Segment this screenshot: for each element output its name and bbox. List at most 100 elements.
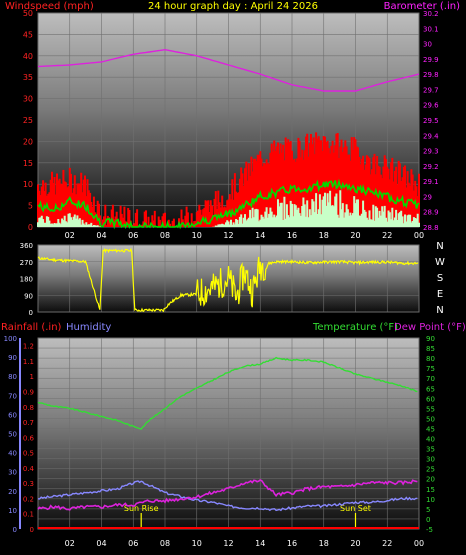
direction-tick-label: 180 (20, 276, 33, 284)
barometer-tick-label: 30.1 (423, 25, 439, 33)
barometer-tick-label: 29.2 (423, 163, 439, 171)
windspeed-axis-title: Windspeed (mph) (5, 1, 94, 12)
wind-tick-label: 20 (23, 137, 33, 146)
chart-marks: Sun Rise Sun Set (37, 48, 420, 529)
wind-x-tick-label: 22 (382, 231, 392, 240)
barometer-tick-label: 29.9 (423, 56, 439, 64)
temp-tick-label: 40 (426, 436, 435, 444)
direction-tick-label: 90 (24, 292, 33, 300)
temp-x-tick-label: 10 (192, 539, 202, 548)
humidity-tick-label: 50 (8, 431, 17, 439)
temp-tick-label: 25 (426, 466, 435, 474)
humidity-tick-label: 90 (8, 354, 17, 362)
barometer-tick-label: 29.6 (423, 102, 439, 110)
temp-tick-label: 85 (426, 345, 435, 353)
barometer-tick-label: 29.7 (423, 86, 439, 94)
compass-tick-label: S (437, 273, 443, 284)
humidity-tick-label: 10 (8, 507, 17, 515)
wind-tick-label: 5 (28, 202, 33, 211)
compass-tick-label: W (435, 257, 445, 268)
wind-x-tick-label: 20 (350, 231, 360, 240)
humidity-tick-label: 70 (8, 392, 17, 400)
temp-tick-label: 55 (426, 405, 435, 413)
temp-x-tick-label: 02 (65, 539, 75, 548)
barometer-tick-label: 30.2 (423, 10, 439, 18)
barometer-tick-label: 29.5 (423, 117, 439, 125)
temp-tick-label: 50 (426, 415, 435, 423)
temp-tick-label: 20 (426, 476, 435, 484)
barometer-tick-label: 28.9 (423, 209, 439, 217)
rain-tick-label: 0.8 (23, 404, 34, 412)
legend-rainfall: Rainfall (.in) (1, 322, 62, 333)
rain-tick-label: 0.9 (23, 388, 34, 396)
wind-x-tick-label: 02 (65, 231, 75, 240)
humidity-tick-label: 100 (4, 335, 17, 343)
wind-x-tick-label: 00 (414, 231, 424, 240)
tick-labels: 0510152025303540455028.828.92929.129.229… (4, 9, 445, 548)
legend-temperature: Temperature (°F) (312, 322, 398, 333)
wind-x-tick-label: 12 (223, 231, 233, 240)
rain-tick-label: 0.5 (23, 450, 34, 458)
page-title: 24 hour graph day : April 24 2026 (148, 1, 318, 12)
temp-x-tick-label: 08 (160, 539, 170, 548)
temp-tick-label: 5 (426, 506, 430, 514)
sun-marker-label: Sun Rise (124, 504, 159, 513)
humidity-tick-label: 80 (8, 373, 17, 381)
temp-x-tick-label: 16 (287, 539, 297, 548)
compass-tick-label: N (436, 305, 443, 316)
temp-tick-label: 15 (426, 486, 435, 494)
rain-tick-label: 0.6 (23, 434, 35, 442)
wind-tick-label: 35 (23, 73, 33, 82)
wind-direction-series (37, 247, 419, 313)
humidity-series (37, 480, 418, 512)
legend-dewpoint: Dew Point (°F) (394, 322, 466, 333)
wind-tick-label: 25 (23, 116, 33, 125)
temp-x-tick-label: 12 (223, 539, 233, 548)
wind-tick-label: 0 (28, 223, 33, 232)
humidity-tick-label: 60 (8, 411, 17, 419)
barometer-series (37, 48, 420, 92)
temp-x-tick-label: 06 (128, 539, 138, 548)
barometer-tick-label: 29.8 (423, 71, 439, 79)
wind-min-series (37, 190, 420, 227)
temp-tick-label: 65 (426, 385, 435, 393)
dewpoint-series (37, 479, 418, 511)
wind-tick-label: 30 (23, 95, 33, 104)
barometer-tick-label: 29.3 (423, 148, 439, 156)
direction-tick-label: 0 (29, 309, 33, 317)
temp-x-tick-label: 20 (350, 539, 360, 548)
wind-x-tick-label: 18 (319, 231, 329, 240)
wind-x-tick-label: 08 (160, 231, 170, 240)
wind-x-tick-label: 10 (192, 231, 202, 240)
temp-tick-label: 35 (426, 446, 435, 454)
temp-x-tick-label: 04 (96, 539, 106, 548)
legend-humidity: Humidity (66, 322, 111, 333)
wind-x-tick-label: 16 (287, 231, 297, 240)
temp-tick-label: 30 (426, 456, 435, 464)
temp-tick-label: 10 (426, 496, 435, 504)
temp-tick-label: 90 (426, 335, 435, 343)
wind-x-tick-label: 14 (255, 231, 265, 240)
humidity-tick-label: 20 (8, 488, 17, 496)
humidity-tick-label: 40 (8, 450, 17, 458)
wind-x-tick-label: 04 (96, 231, 106, 240)
compass-tick-label: N (436, 241, 443, 252)
rain-tick-label: 0.2 (23, 495, 34, 503)
sun-marker-label: Sun Set (340, 504, 371, 513)
barometer-axis-title: Barometer (.in) (384, 1, 460, 12)
temp-tick-label: 70 (426, 375, 435, 383)
temp-tick-label: 0 (426, 516, 430, 524)
temp-tick-label: -5 (426, 526, 433, 534)
rain-tick-label: 0 (30, 526, 34, 534)
rain-tick-label: 0.3 (23, 480, 34, 488)
temp-x-tick-label: 00 (414, 539, 424, 548)
temp-tick-label: 45 (426, 425, 435, 433)
compass-tick-label: E (437, 289, 443, 300)
direction-tick-label: 360 (20, 242, 33, 250)
temperature-series (37, 356, 418, 430)
temp-tick-label: 75 (426, 365, 435, 373)
rain-tick-label: 0.7 (23, 419, 34, 427)
wind-tick-label: 15 (23, 159, 33, 168)
